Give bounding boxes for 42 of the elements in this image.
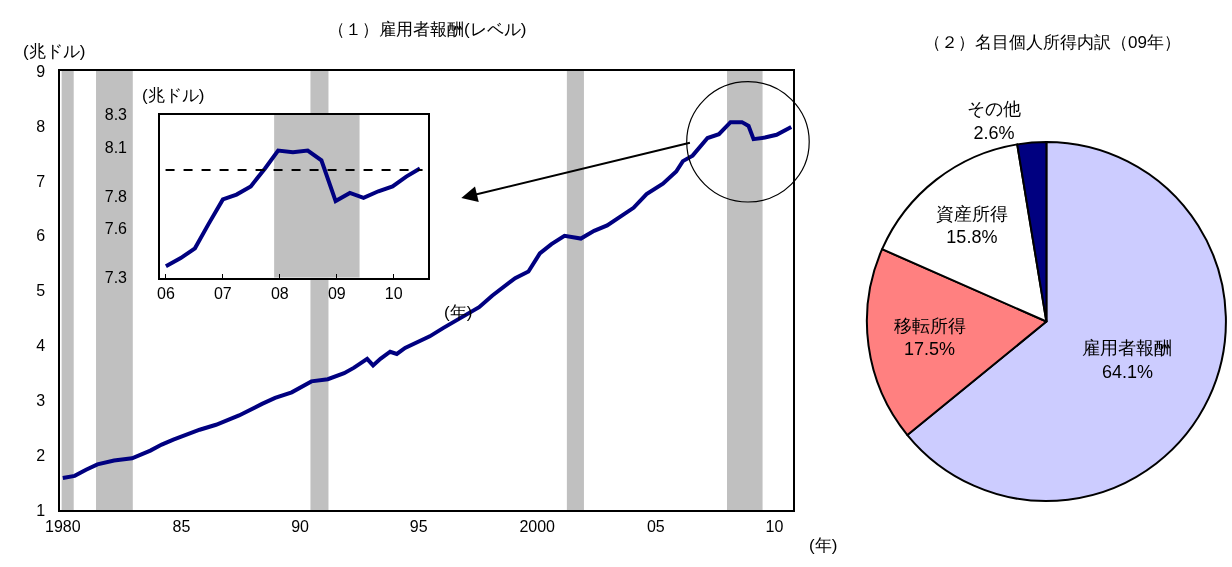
slice-label: 資産所得 bbox=[935, 203, 1008, 224]
x-tick-label: 1980 bbox=[45, 517, 81, 535]
x-tick-label: 05 bbox=[646, 517, 665, 535]
x-axis-title: (年) bbox=[444, 303, 473, 322]
y-tick-label: 1 bbox=[36, 502, 46, 520]
x-tick-label: 09 bbox=[327, 284, 346, 302]
y-tick-label: 7.3 bbox=[104, 269, 128, 287]
x-tick-label: 85 bbox=[172, 517, 191, 535]
y-tick-label: 8 bbox=[36, 117, 46, 135]
y-tick-label: 2 bbox=[36, 447, 46, 465]
data-label: 15.8% bbox=[946, 227, 998, 248]
y-tick-label: 9 bbox=[36, 62, 46, 80]
x-tick-label: 95 bbox=[409, 517, 428, 535]
x-tick-label: 06 bbox=[157, 284, 175, 302]
data-label: 2.6% bbox=[973, 122, 1015, 143]
y-tick-label: 8.1 bbox=[104, 138, 128, 156]
data-label: 64.1% bbox=[1101, 361, 1154, 382]
data-label: 17.5% bbox=[904, 339, 956, 360]
chart-title: （２）名目個人所得内訳（09年） bbox=[924, 33, 1181, 52]
x-tick-label: 10 bbox=[765, 517, 784, 535]
line-series bbox=[60, 120, 794, 481]
x-tick-label: 08 bbox=[270, 284, 289, 302]
y-tick-label: 4 bbox=[36, 337, 46, 355]
slice-label: その他 bbox=[966, 99, 1021, 120]
y-tick-label: 7 bbox=[36, 172, 46, 190]
x-tick-label: 10 bbox=[384, 284, 403, 302]
y-tick-label: 3 bbox=[36, 392, 46, 410]
y-tick-label: 6 bbox=[36, 227, 46, 245]
slice-label: 移転所得 bbox=[893, 315, 966, 336]
line-series bbox=[163, 148, 422, 269]
y-tick-label: 5 bbox=[36, 282, 46, 300]
x-axis-title: (年) bbox=[809, 536, 838, 555]
x-tick-label: 2000 bbox=[519, 517, 556, 535]
y-tick-label: 8.3 bbox=[104, 106, 128, 124]
y-axis-title: (兆ドル) bbox=[23, 42, 86, 61]
slice-label: 雇用者報酬 bbox=[1082, 338, 1173, 359]
y-tick-label: 7.8 bbox=[104, 187, 128, 205]
y-tick-label: 7.6 bbox=[104, 220, 128, 238]
x-tick-label: 90 bbox=[291, 517, 310, 535]
chart-title: （１）雇用者報酬(レベル) bbox=[328, 20, 527, 39]
x-tick-label: 07 bbox=[213, 284, 232, 302]
y-axis-title: (兆ドル) bbox=[142, 86, 205, 105]
